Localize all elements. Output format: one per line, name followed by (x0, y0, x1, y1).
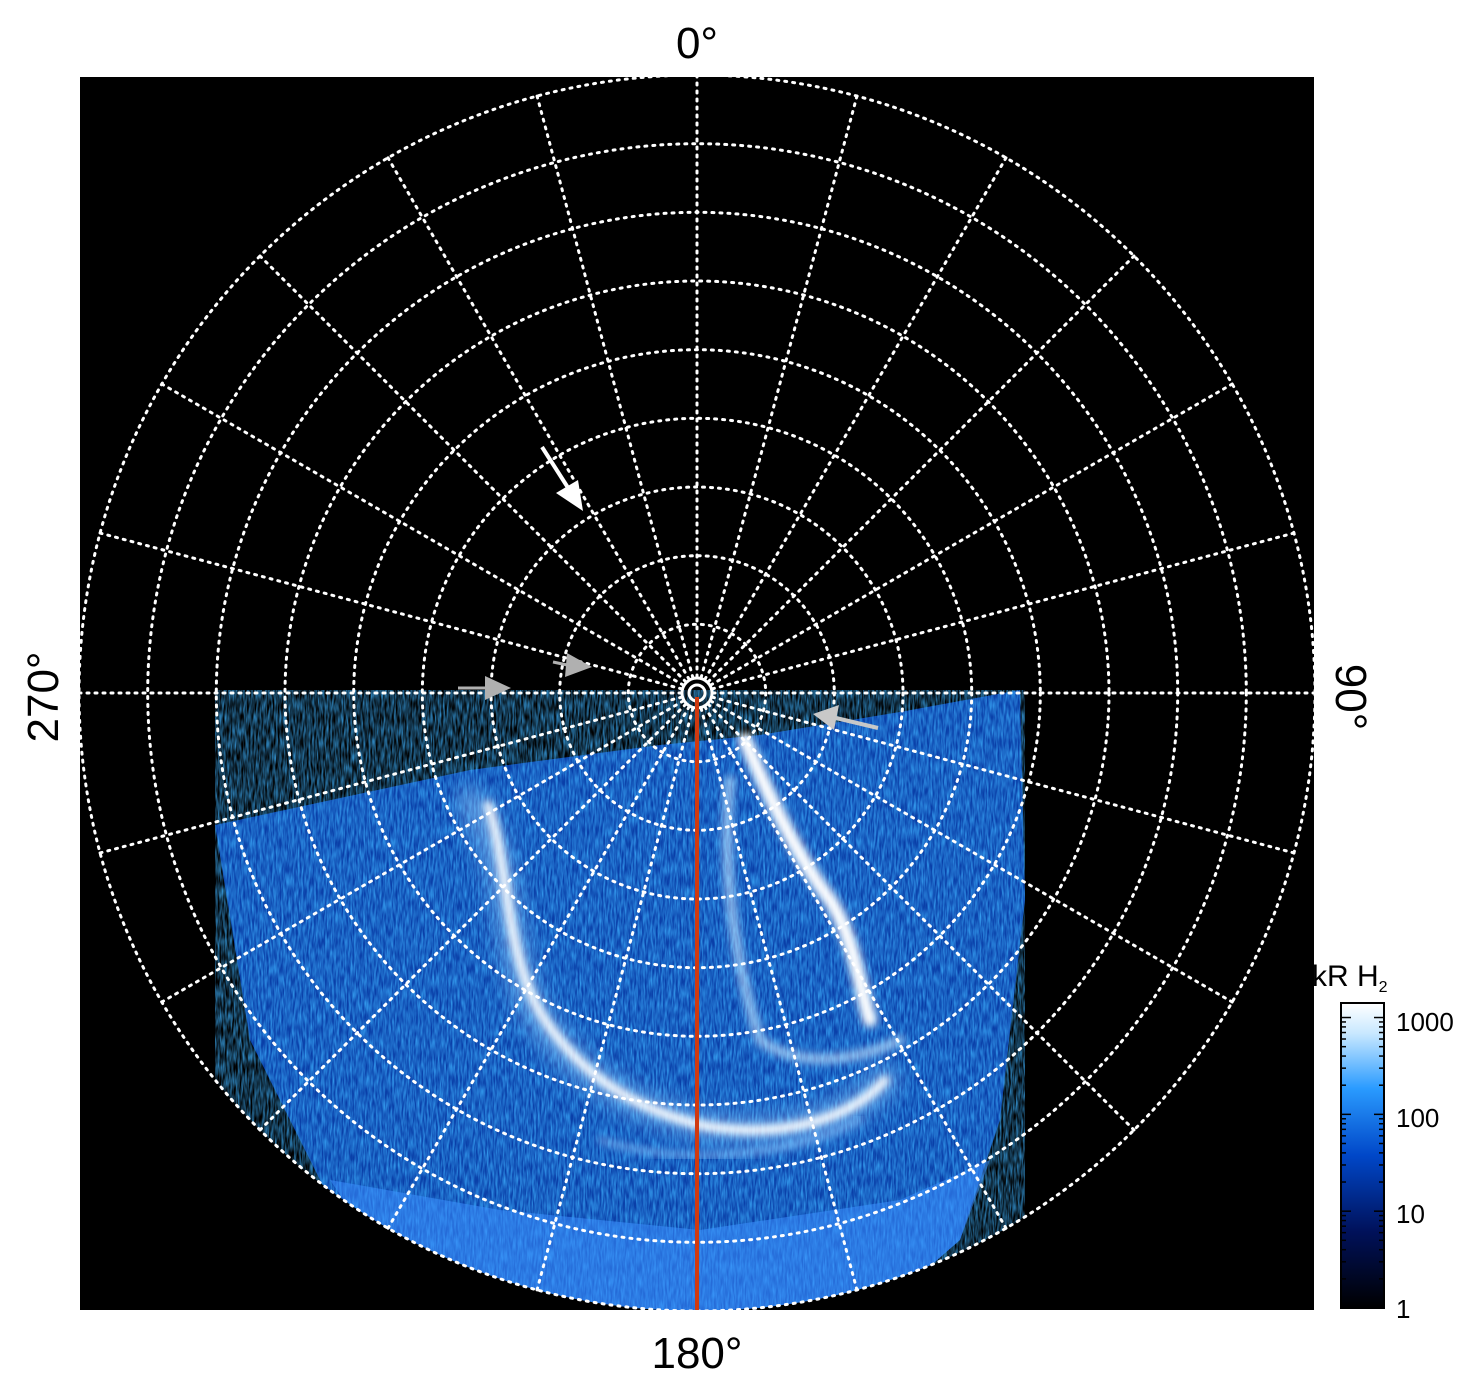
colorbar-tick-label-10: 10 (1396, 1199, 1425, 1229)
colorbar-title-subscript: 2 (1379, 979, 1388, 996)
colorbar-ticks (1341, 1016, 1384, 1309)
gray-arrow-right (813, 705, 879, 730)
colorbar-tick-label-1000: 1000 (1396, 1007, 1454, 1037)
angle-label-top: 0° (676, 19, 718, 68)
gray-arrow-left (458, 676, 511, 700)
colorbar: kR H2 1000 100 10 1 (1312, 960, 1454, 1324)
white-arrow (540, 445, 583, 511)
annotation-arrows (458, 445, 879, 730)
emission-noise (215, 690, 1025, 1310)
angle-label-right: 90° (1326, 664, 1375, 731)
angle-label-left: 270° (19, 651, 68, 742)
colorbar-tick-label-1: 1 (1396, 1294, 1410, 1324)
auroral-emission-region (215, 690, 1025, 1310)
emission-lower-bright (330, 1160, 990, 1310)
latitude-ring (626, 622, 768, 764)
auroral-arcs (457, 733, 905, 1159)
colorbar-title: kR H2 (1312, 960, 1388, 996)
colorbar-gradient (1340, 1002, 1385, 1309)
colorbar-tick-label-100: 100 (1396, 1103, 1439, 1133)
gray-arrow-center (552, 653, 592, 677)
angle-label-bottom: 180° (651, 1329, 742, 1378)
colorbar-title-main: kR H (1312, 960, 1379, 993)
